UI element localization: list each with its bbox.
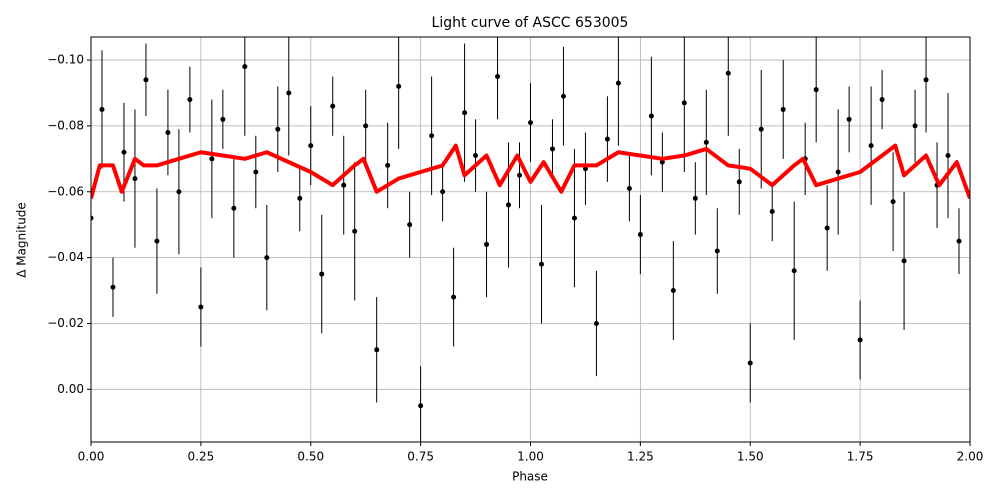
y-tick-label: −0.04: [47, 250, 84, 264]
y-tick-label: 0.00: [57, 382, 84, 396]
data-point: [264, 255, 270, 261]
x-tick-label: 0.00: [78, 450, 105, 464]
data-point: [604, 136, 610, 142]
data-point: [593, 320, 599, 326]
data-point: [110, 284, 116, 290]
y-tick-label: −0.08: [47, 118, 84, 132]
data-point: [418, 403, 424, 409]
x-tick-label: 1.50: [737, 450, 764, 464]
data-point: [242, 64, 248, 70]
data-point: [945, 153, 951, 159]
y-tick-label: −0.10: [47, 53, 84, 67]
y-axis-label: Δ Magnitude: [15, 202, 29, 278]
data-point: [780, 106, 786, 112]
data-point: [297, 195, 303, 201]
data-point: [703, 139, 709, 145]
x-axis-label: Phase: [512, 470, 548, 484]
data-point: [769, 209, 775, 215]
data-point: [725, 70, 731, 76]
data-point: [341, 182, 347, 188]
data-point: [220, 116, 226, 122]
data-point: [407, 222, 413, 228]
data-point: [352, 228, 358, 234]
data-point: [813, 87, 819, 93]
data-point: [319, 271, 325, 277]
data-point: [791, 268, 797, 274]
x-tick-label: 1.25: [627, 450, 654, 464]
data-point: [396, 83, 402, 89]
data-point: [165, 129, 171, 135]
data-point: [747, 360, 753, 366]
data-point: [956, 238, 962, 244]
data-point: [923, 77, 929, 83]
data-point: [330, 103, 336, 109]
data-point: [549, 146, 555, 152]
data-point: [308, 143, 314, 149]
data-point: [363, 123, 369, 129]
data-point: [582, 166, 588, 172]
data-point: [648, 113, 654, 119]
x-tick-label: 1.00: [517, 450, 544, 464]
data-point: [451, 294, 457, 300]
data-point: [560, 93, 566, 99]
data-point: [429, 133, 435, 139]
data-point: [506, 202, 512, 208]
x-tick-label: 0.25: [188, 450, 215, 464]
data-point: [901, 258, 907, 264]
data-point: [517, 172, 523, 178]
data-point: [209, 156, 215, 162]
data-point: [879, 97, 885, 103]
data-point: [571, 215, 577, 221]
x-tick-label: 2.00: [957, 450, 984, 464]
data-point: [890, 199, 896, 205]
data-point: [637, 232, 643, 238]
data-point: [758, 126, 764, 132]
data-point: [154, 238, 160, 244]
data-point: [495, 74, 501, 80]
data-point: [615, 80, 621, 86]
x-tick-label: 0.50: [297, 450, 324, 464]
data-point: [659, 159, 665, 165]
data-point: [91, 215, 94, 221]
data-point: [824, 225, 830, 231]
data-point: [286, 90, 292, 96]
data-point: [857, 337, 863, 343]
data-point: [231, 205, 237, 211]
data-point: [670, 288, 676, 294]
data-point: [198, 304, 204, 310]
plot-area: [91, 37, 970, 442]
data-point: [538, 261, 544, 267]
data-point: [176, 189, 182, 195]
data-point: [440, 189, 446, 195]
data-point: [484, 241, 490, 247]
data-point: [121, 149, 127, 155]
data-point: [385, 162, 391, 168]
data-point: [692, 195, 698, 201]
data-point: [275, 126, 281, 132]
x-tick-label: 0.75: [407, 450, 434, 464]
data-point: [626, 185, 632, 191]
data-point: [528, 120, 533, 126]
data-point: [846, 116, 852, 122]
data-point: [374, 347, 380, 353]
data-point: [473, 153, 479, 159]
data-point: [835, 169, 841, 175]
chart-title: Light curve of ASCC 653005: [432, 15, 629, 31]
data-point: [736, 179, 742, 185]
y-tick-label: −0.02: [47, 316, 84, 330]
data-point: [912, 123, 918, 129]
data-point: [714, 248, 720, 254]
y-tick-label: −0.06: [47, 184, 84, 198]
data-point: [187, 97, 193, 103]
data-point: [99, 106, 105, 112]
data-point: [143, 77, 149, 83]
trend-line: [91, 143, 970, 200]
data-point: [253, 169, 259, 175]
data-point: [681, 100, 687, 106]
data-point: [868, 143, 874, 149]
data-point: [132, 176, 138, 182]
data-point: [462, 110, 468, 116]
x-tick-label: 1.75: [847, 450, 874, 464]
